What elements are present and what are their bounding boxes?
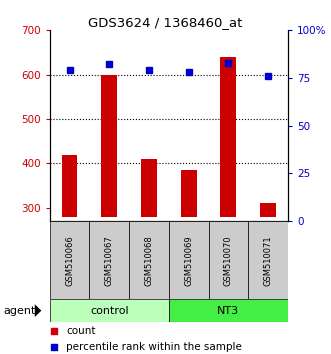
Bar: [181, 170, 197, 217]
Bar: [50, 221, 89, 299]
Text: GDS3624 / 1368460_at: GDS3624 / 1368460_at: [88, 16, 243, 29]
Text: NT3: NT3: [217, 306, 239, 316]
Text: GSM510066: GSM510066: [65, 235, 74, 286]
Bar: [141, 159, 157, 217]
Text: GSM510071: GSM510071: [263, 235, 273, 286]
Text: GSM510070: GSM510070: [224, 235, 233, 286]
Text: control: control: [90, 306, 128, 316]
Text: agent: agent: [3, 306, 36, 316]
Text: count: count: [66, 326, 96, 336]
Text: GSM510068: GSM510068: [144, 235, 154, 286]
Polygon shape: [35, 304, 41, 317]
Bar: [209, 221, 248, 299]
Bar: [169, 299, 288, 322]
Text: GSM510067: GSM510067: [105, 235, 114, 286]
Bar: [89, 221, 129, 299]
Text: percentile rank within the sample: percentile rank within the sample: [66, 342, 242, 352]
Bar: [50, 299, 169, 322]
Bar: [129, 221, 169, 299]
Bar: [260, 204, 276, 217]
Bar: [169, 221, 209, 299]
Bar: [101, 75, 117, 217]
Bar: [220, 57, 236, 217]
Text: GSM510069: GSM510069: [184, 235, 193, 286]
Bar: [248, 221, 288, 299]
Bar: [62, 155, 77, 217]
